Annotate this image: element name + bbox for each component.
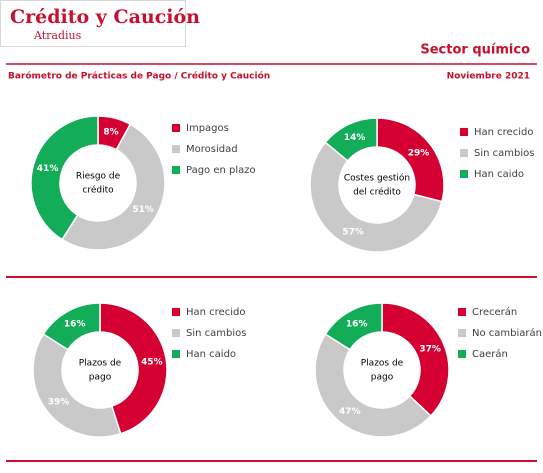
- legend-label: Morosidad: [186, 144, 238, 155]
- donut-slice: [309, 141, 443, 253]
- legend-label: Sin cambios: [186, 328, 246, 339]
- logo-sub: Atradius: [33, 29, 82, 42]
- center-label: Plazos de: [361, 359, 404, 369]
- legend-label: Crecerán: [472, 306, 517, 318]
- legend-swatch: [458, 329, 466, 337]
- legend-label: Han caido: [474, 169, 524, 180]
- value-label: 37%: [419, 345, 441, 355]
- donut-slice: [324, 302, 383, 351]
- legend-label: No cambiarán: [472, 327, 542, 339]
- center-label: Riesgo de: [76, 172, 121, 182]
- legend-swatch: [172, 124, 180, 132]
- legend-label: Sin cambios: [474, 148, 534, 159]
- value-label: 16%: [346, 319, 368, 329]
- center-label: pago: [89, 373, 112, 383]
- legend-swatch: [458, 308, 466, 316]
- donut-slice: [381, 302, 450, 417]
- legend-swatch: [458, 350, 466, 358]
- legend-swatch: [460, 128, 468, 136]
- value-label: 57%: [342, 227, 364, 237]
- legend-swatch: [172, 350, 180, 358]
- legend-swatch: [460, 170, 468, 178]
- center-label: del crédito: [353, 187, 401, 198]
- logo-main: Crédito y Caución: [10, 6, 200, 28]
- donut-slice: [42, 302, 101, 351]
- donut-slice: [99, 302, 168, 435]
- donut-slice: [324, 117, 378, 162]
- subtitle: Barómetro de Prácticas de Pago / Crédito…: [8, 71, 270, 82]
- value-label: 41%: [37, 164, 59, 174]
- value-label: 45%: [141, 357, 163, 367]
- legend-swatch: [172, 329, 180, 337]
- logo-frame: [0, 0, 186, 47]
- donut-slice: [30, 115, 99, 241]
- legend-label: Han crecido: [186, 307, 245, 318]
- legend-swatch: [172, 308, 180, 316]
- legend-swatch: [460, 149, 468, 157]
- center-label: Costes gestión: [344, 173, 410, 184]
- center-label: Plazos de: [79, 359, 122, 369]
- legend-swatch: [172, 166, 180, 174]
- legend-label: Pago en plazo: [186, 165, 256, 176]
- legend-label: Impagos: [186, 123, 229, 134]
- legend-label: Han crecido: [474, 127, 533, 138]
- value-label: 8%: [103, 128, 118, 138]
- donut-slice: [32, 333, 122, 438]
- legend-label: Han caido: [186, 349, 236, 360]
- center-label: pago: [371, 373, 394, 383]
- value-label: 47%: [339, 407, 361, 417]
- value-label: 16%: [64, 319, 86, 329]
- donut-slice: [61, 123, 166, 251]
- legend-swatch: [172, 145, 180, 153]
- legend-label: Caerán: [472, 348, 508, 360]
- value-label: 14%: [344, 133, 366, 143]
- value-label: 51%: [132, 205, 154, 215]
- center-label: crédito: [82, 185, 114, 196]
- value-label: 29%: [408, 148, 430, 158]
- sector-title: Sector químico: [420, 43, 530, 58]
- date: Noviembre 2021: [447, 72, 530, 82]
- donut-slice: [314, 333, 432, 438]
- value-label: 39%: [48, 398, 70, 408]
